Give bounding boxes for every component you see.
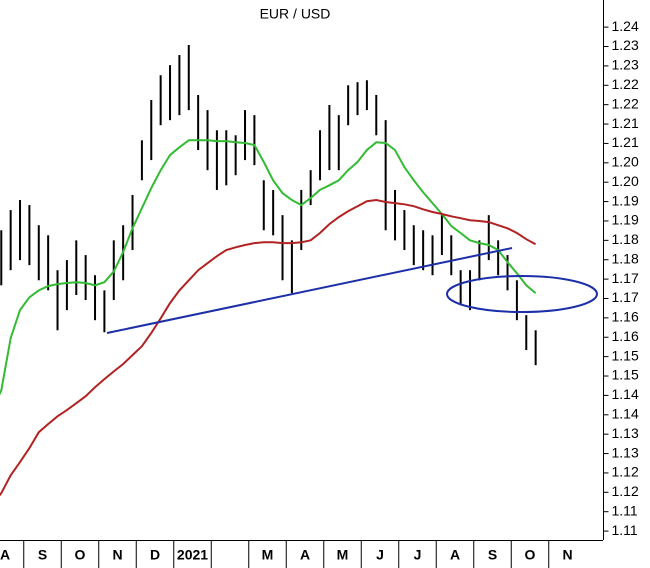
moving-average <box>0 139 537 396</box>
y-tick-label: 1.12 <box>612 464 639 480</box>
y-tick-label: 1.16 <box>612 328 639 344</box>
x-tick-label: 2021 <box>177 547 208 563</box>
y-tick-label: 1.23 <box>612 57 639 73</box>
x-tick-label: A <box>0 547 10 563</box>
x-tick-label: M <box>262 547 274 563</box>
y-tick-label: 1.19 <box>612 192 639 208</box>
y-tick-label: 1.17 <box>612 270 639 286</box>
y-tick-label: 1.19 <box>612 212 639 228</box>
y-tick-label: 1.16 <box>612 309 639 325</box>
y-tick-label: 1.21 <box>612 115 639 131</box>
y-tick-label: 1.18 <box>612 231 639 247</box>
y-tick-label: 1.12 <box>612 483 639 499</box>
chart-title: EUR / USD <box>260 6 331 22</box>
y-tick-label: 1.22 <box>612 95 639 111</box>
x-tick-label: J <box>414 547 422 563</box>
y-tick-label: 1.13 <box>612 444 639 460</box>
moving-average <box>0 198 537 497</box>
y-tick-label: 1.24 <box>612 18 639 34</box>
x-tick-label: N <box>562 547 572 563</box>
y-tick-label: 1.20 <box>612 173 639 189</box>
x-tick-label: M <box>337 547 349 563</box>
highlight-ellipse <box>446 275 598 313</box>
x-tick-label: O <box>525 547 536 563</box>
y-tick-label: 1.14 <box>612 386 639 402</box>
x-tick-label: N <box>112 547 122 563</box>
x-tick-label: A <box>450 547 460 563</box>
y-tick-label: 1.11 <box>612 502 638 518</box>
x-tick-label: O <box>75 547 86 563</box>
y-tick-label: 1.18 <box>612 250 639 266</box>
x-tick-label: D <box>150 547 160 563</box>
y-tick-label: 1.21 <box>612 134 639 150</box>
trend-line <box>106 247 513 334</box>
y-tick-label: 1.13 <box>612 425 639 441</box>
y-tick-label: 1.20 <box>612 154 639 170</box>
plot-area <box>0 44 537 497</box>
y-tick-label: 1.22 <box>612 76 639 92</box>
x-tick-label: A <box>300 547 310 563</box>
y-tick-label: 1.17 <box>612 289 639 305</box>
y-tick-label: 1.15 <box>612 367 639 383</box>
x-tick-label: S <box>38 547 47 563</box>
y-tick-label: 1.15 <box>612 347 639 363</box>
y-tick-label: 1.11 <box>612 522 638 538</box>
y-tick-label: 1.14 <box>612 405 639 421</box>
x-tick-label: J <box>376 547 384 563</box>
x-tick-label: S <box>488 547 497 563</box>
y-tick-label: 1.23 <box>612 37 639 53</box>
